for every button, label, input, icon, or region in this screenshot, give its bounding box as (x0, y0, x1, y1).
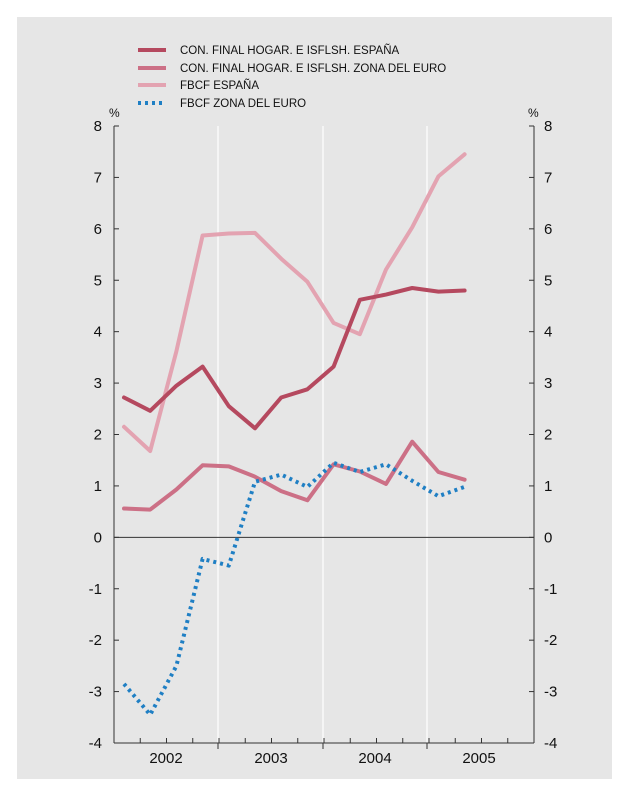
series-line (122, 460, 466, 717)
y-unit-left: % (109, 106, 120, 120)
y-tick-label-right: 2 (544, 427, 552, 444)
legend-item: CON. FINAL HOGAR. E ISFLSH. ZONA DEL EUR… (138, 63, 446, 75)
y-tick-label-left: 8 (94, 118, 102, 135)
legend-item: FBCF ZONA DEL EURO (138, 98, 306, 110)
y-tick-label-left: 3 (94, 375, 102, 392)
y-tick-label-right: 4 (544, 324, 552, 341)
legend-label: FBCF ESPAÑA (180, 79, 259, 92)
y-tick-label-left: 5 (94, 272, 102, 289)
y-tick-label-right: -1 (544, 581, 557, 598)
series-line (122, 152, 467, 453)
y-tick-label-right: -3 (544, 684, 557, 701)
y-tick-label-right: -2 (544, 632, 557, 649)
x-year-label: 2005 (462, 750, 495, 767)
y-tick-label-left: -1 (89, 581, 102, 598)
y-tick-label-left: 2 (94, 427, 102, 444)
x-year-label: 2002 (149, 750, 182, 767)
y-tick-label-left: -2 (89, 632, 102, 649)
y-tick-label-left: -4 (89, 735, 102, 752)
y-tick-label-left: 1 (94, 478, 102, 495)
legend: CON. FINAL HOGAR. E ISFLSH. ESPAÑA CON. … (138, 44, 446, 110)
x-year-label: 2004 (358, 750, 391, 767)
y-tick-label-right: 6 (544, 221, 552, 238)
legend-label: CON. FINAL HOGAR. E ISFLSH. ZONA DEL EUR… (180, 63, 446, 75)
line-chart: CON. FINAL HOGAR. E ISFLSH. ESPAÑA CON. … (89, 44, 558, 767)
y-tick-label-right: 0 (544, 529, 552, 546)
legend-label: FBCF ZONA DEL EURO (180, 98, 306, 110)
y-tick-label-left: 4 (94, 324, 102, 341)
y-tick-label-right: -4 (544, 735, 557, 752)
plot-area: -4 -4 -3 -3 -2 -2 -1 -1 0 0 1 1 2 2 3 3 4 4 5 5 6 6 7 7 8 8 2002 20… (89, 118, 558, 767)
y-tick-label-right: 8 (544, 118, 552, 135)
y-tick-label-left: 0 (94, 529, 102, 546)
x-year-label: 2003 (254, 750, 287, 767)
y-tick-label-left: 6 (94, 221, 102, 238)
y-tick-label-right: 3 (544, 375, 552, 392)
y-unit-right: % (528, 106, 539, 120)
y-tick-label-right: 1 (544, 478, 552, 495)
legend-item: CON. FINAL HOGAR. E ISFLSH. ESPAÑA (138, 44, 400, 57)
series-line (122, 286, 467, 431)
series-line (122, 439, 467, 512)
chart-panel: CON. FINAL HOGAR. E ISFLSH. ESPAÑA CON. … (17, 17, 612, 779)
y-tick-label-right: 7 (544, 169, 552, 186)
y-tick-label-left: 7 (94, 169, 102, 186)
legend-item: FBCF ESPAÑA (138, 79, 259, 92)
y-tick-label-right: 5 (544, 272, 552, 289)
legend-label: CON. FINAL HOGAR. E ISFLSH. ESPAÑA (180, 44, 400, 57)
y-tick-label-left: -3 (89, 684, 102, 701)
